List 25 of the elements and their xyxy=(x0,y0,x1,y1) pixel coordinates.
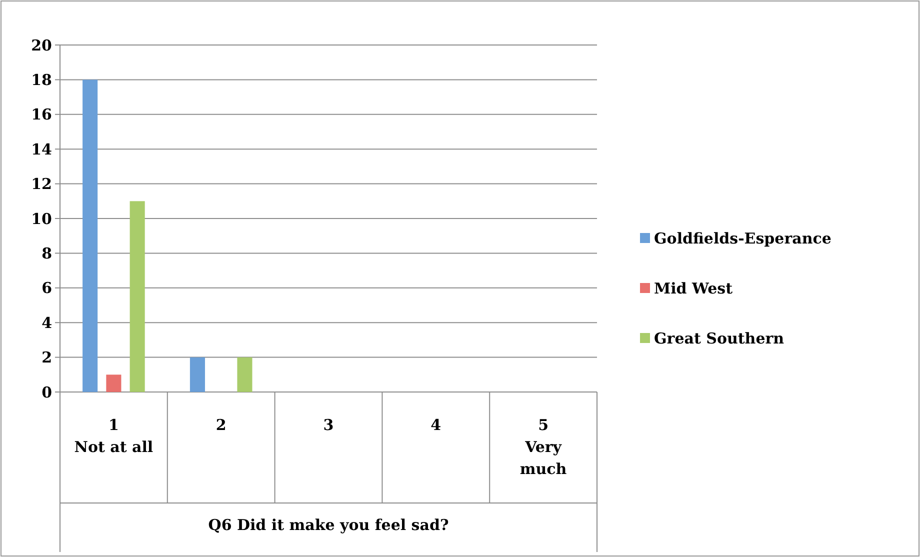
y-tick-label: 20 xyxy=(31,36,52,54)
y-tick-label: 2 xyxy=(42,348,52,367)
legend-label: Goldfields-Esperance xyxy=(654,229,832,248)
x-tick-label: 3 xyxy=(323,416,334,434)
y-tick-label: 8 xyxy=(42,244,52,262)
y-tick-label: 4 xyxy=(42,314,52,332)
x-axis-title: Q6 Did it make you feel sad? xyxy=(208,516,449,534)
x-tick-label: 5 Very much xyxy=(520,416,567,478)
y-tick-label: 12 xyxy=(31,175,52,194)
y-tick-label: 10 xyxy=(31,210,52,228)
legend-label: Great Southern xyxy=(654,329,784,348)
bar xyxy=(106,374,122,392)
y-tick-label: 6 xyxy=(42,279,52,298)
x-tick-label: 4 xyxy=(430,416,442,434)
bar xyxy=(82,80,98,392)
bar xyxy=(237,357,252,392)
y-tick-label: 0 xyxy=(42,383,52,402)
y-tick-label: 14 xyxy=(31,140,52,158)
bar xyxy=(130,201,145,392)
x-tick-label: 1 Not at all xyxy=(74,416,154,456)
bar xyxy=(190,357,205,392)
y-tick-label: 18 xyxy=(31,70,52,89)
x-tick-label: 2 xyxy=(216,416,226,434)
y-tick-label: 16 xyxy=(31,106,52,124)
legend-label: Mid West xyxy=(654,279,733,298)
